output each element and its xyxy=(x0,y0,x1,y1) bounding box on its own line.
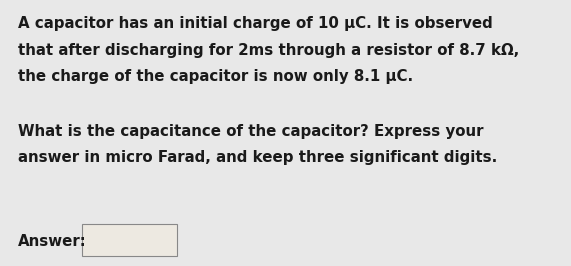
Text: Answer:: Answer: xyxy=(18,234,87,248)
Bar xyxy=(82,224,177,256)
Text: What is the capacitance of the capacitor? Express your: What is the capacitance of the capacitor… xyxy=(18,123,484,139)
Text: answer in micro Farad, and keep three significant digits.: answer in micro Farad, and keep three si… xyxy=(18,150,497,165)
Text: that after discharging for 2ms through a resistor of 8.7 kΩ,: that after discharging for 2ms through a… xyxy=(18,43,519,57)
Text: the charge of the capacitor is now only 8.1 μC.: the charge of the capacitor is now only … xyxy=(18,69,413,84)
Text: A capacitor has an initial charge of 10 μC. It is observed: A capacitor has an initial charge of 10 … xyxy=(18,16,493,31)
